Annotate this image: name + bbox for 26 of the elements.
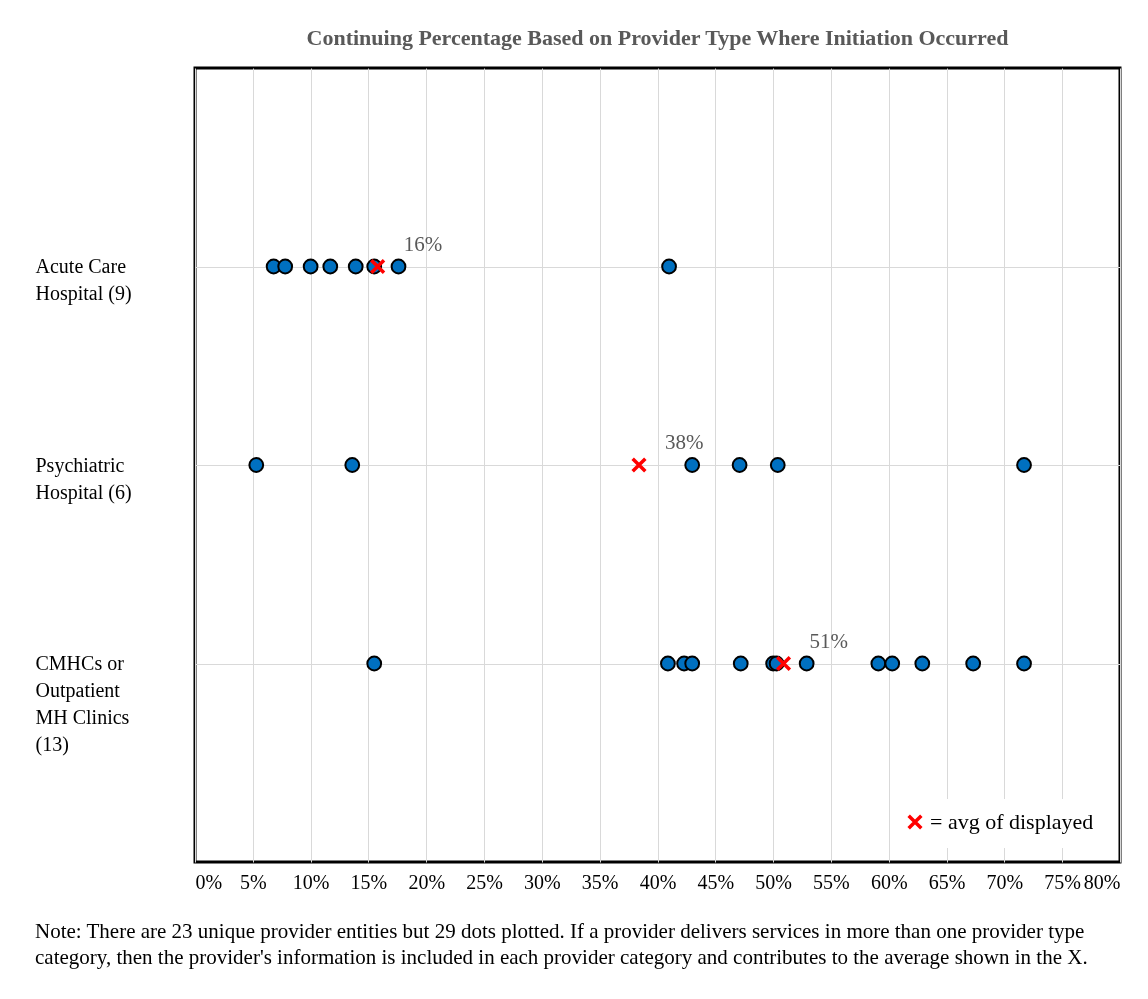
- x-tick-label: 40%: [639, 870, 677, 893]
- x-tick-label: 65%: [928, 870, 966, 893]
- text: Note: There are 23 unique provider entities but 29 dots plotted. If a provider delivers services in more than one provider type category, then the provider's information is included in each provider category and contributes to the average shown in the X.: [35, 918, 1089, 970]
- x-tick-label: 20%: [408, 870, 446, 893]
- x-tick-label: 15%: [350, 870, 388, 893]
- y-tick-label: Psychiatric Hospital (6): [35, 453, 132, 504]
- x-tick-label: 25%: [466, 870, 503, 893]
- x-tick-label: 5%: [239, 870, 267, 893]
- legend-label: = avg of displayed: [930, 809, 1094, 834]
- data-label: 51%: [809, 628, 849, 653]
- x-tick-label: 0%: [195, 870, 223, 893]
- data-label: 38%: [665, 430, 704, 454]
- y-tick-label: CMHCs or Outpatient MH Clinics (13): [35, 652, 130, 756]
- x-tick-label: 50%: [755, 870, 792, 893]
- x-tick-label: 70%: [986, 870, 1024, 893]
- chart-title: Continuing Percentage Based on Provider Type Where Initiation Occurred: [306, 25, 1009, 50]
- x-tick-label: 80%: [1083, 870, 1121, 893]
- x-tick-label: 55%: [813, 870, 850, 893]
- x-tick-label: 75%: [1044, 870, 1082, 893]
- x-tick-label: 30%: [524, 870, 561, 893]
- x-tick-label: 60%: [870, 870, 908, 893]
- x-tick-label: 10%: [292, 870, 330, 893]
- x-tick-label: 45%: [697, 870, 735, 893]
- x-tick-label: 35%: [581, 870, 619, 893]
- data-label: 16%: [403, 231, 443, 256]
- y-tick-label: Acute Care Hospital (9): [35, 255, 132, 305]
